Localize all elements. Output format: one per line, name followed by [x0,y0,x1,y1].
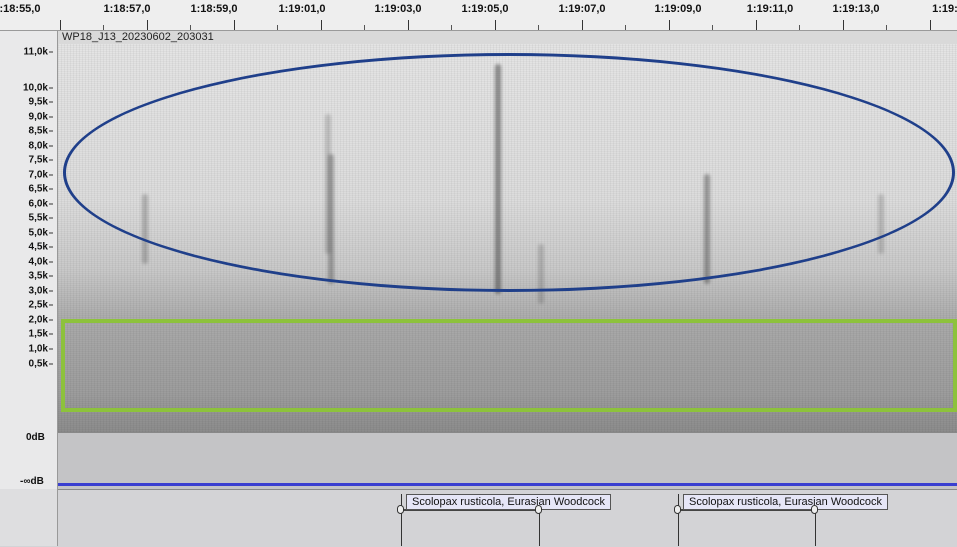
frequency-label: 11,0k [24,47,53,58]
frequency-label: 9,5k [29,97,53,108]
db-bottom-label: -∞dB [20,476,44,487]
time-tick-label: 1:18:59,0 [190,3,238,15]
region-label[interactable]: Scolopax rusticola, Eurasian Woodcock [683,494,889,510]
tick-mark [886,25,887,30]
waveform-view[interactable] [58,432,957,489]
tick-mark [147,20,148,30]
time-tick-label: 1:19:07,0 [558,3,606,15]
frequency-label: 3,5k [29,271,53,282]
label-left-handle[interactable] [397,505,404,514]
tick-mark [799,25,800,30]
tick-mark [669,20,670,30]
tick-mark [538,25,539,30]
frequency-label: 2,0k [29,315,53,326]
highlight-ellipse [63,53,955,292]
timeline-ruler[interactable]: :18:55,0 1:18:57,0 1:18:59,0 1:19:01,0 1… [0,0,957,31]
tick-mark [408,20,409,30]
tick-mark [277,25,278,30]
tick-mark [495,20,496,30]
track-name: WP18_J13_20230602_203031 [62,31,214,43]
time-tick-label: 1:19:03,0 [374,3,422,15]
frequency-label: 4,5k [29,242,53,253]
frequency-label: 7,0k [29,170,53,181]
frequency-label: 8,0k [29,141,53,152]
time-tick-label: 1:19: [932,3,957,15]
frequency-label: 0,5k [29,359,53,370]
tick-mark [930,20,931,30]
frequency-label: 3,0k [29,286,53,297]
time-tick-label: 1:19:05,0 [461,3,509,15]
frequency-label: 8,5k [29,126,53,137]
time-tick-label: :18:55,0 [0,3,41,15]
frequency-label: 10,0k [23,83,53,94]
label-track-control-panel[interactable] [0,489,58,546]
frequency-label: 6,5k [29,184,53,195]
tick-mark [103,25,104,30]
frequency-ruler[interactable]: 11,0k 10,0k 9,5k 9,0k 8,5k 8,0k 7,5k 7,0… [0,31,58,491]
region-label[interactable]: Scolopax rusticola, Eurasian Woodcock [406,494,612,510]
label-right-handle[interactable] [535,505,542,514]
tick-mark [843,20,844,30]
frequency-label: 1,0k [29,344,53,355]
highlight-rectangle [61,319,957,412]
frequency-label: 6,0k [29,199,53,210]
tick-mark [712,25,713,30]
tick-mark [321,20,322,30]
tick-mark [451,25,452,30]
tick-mark [625,25,626,30]
label-left-handle[interactable] [674,505,681,514]
label-start-line [401,494,402,546]
tick-mark [190,25,191,30]
time-tick-label: 1:19:13,0 [832,3,880,15]
label-span-line [401,509,539,511]
label-end-line [539,494,540,546]
frequency-label: 4,0k [29,257,53,268]
frequency-label: 9,0k [29,112,53,123]
tick-mark [234,20,235,30]
db-top-label: 0dB [26,432,45,443]
tick-mark [756,20,757,30]
frequency-label: 2,5k [29,300,53,311]
waveform-line [58,483,957,486]
time-tick-label: 1:19:01,0 [278,3,326,15]
frequency-label: 7,5k [29,155,53,166]
tick-mark [582,20,583,30]
label-end-line [815,494,816,546]
time-tick-label: 1:18:57,0 [103,3,151,15]
frequency-label: 1,5k [29,329,53,340]
frequency-label: 5,0k [29,228,53,239]
tick-mark [364,25,365,30]
label-right-handle[interactable] [811,505,818,514]
label-start-line [678,494,679,546]
time-tick-label: 1:19:11,0 [746,3,794,15]
frequency-label: 5,5k [29,213,53,224]
tick-mark [60,20,61,30]
time-tick-label: 1:19:09,0 [654,3,702,15]
label-span-line [678,509,815,511]
